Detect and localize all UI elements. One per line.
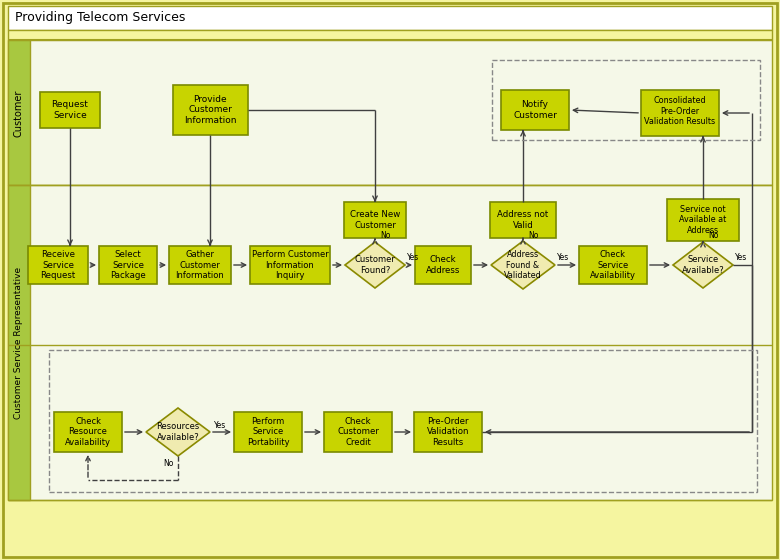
Text: Create New
Customer: Create New Customer	[350, 211, 400, 230]
Bar	[172, 85, 247, 135]
Text: Select
Service
Package: Select Service Package	[110, 250, 146, 280]
Text: Customer: Customer	[14, 89, 24, 137]
Bar	[234, 412, 302, 452]
Bar	[54, 412, 122, 452]
Text: Providing Telecom Services: Providing Telecom Services	[15, 12, 186, 25]
Bar	[414, 412, 482, 452]
Bar	[49, 350, 757, 492]
Text: Perform Customer
Information
Inquiry: Perform Customer Information Inquiry	[252, 250, 328, 280]
Text: Address
Found &
Validated: Address Found & Validated	[504, 250, 542, 280]
Text: Perform
Service
Portability: Perform Service Portability	[246, 417, 289, 447]
Text: Service
Available?: Service Available?	[682, 255, 725, 275]
Bar	[344, 202, 406, 238]
Text: Yes: Yes	[214, 421, 226, 430]
Bar	[8, 185, 30, 500]
Text: No: No	[528, 231, 538, 240]
Bar	[324, 412, 392, 452]
Text: Provide
Customer
Information: Provide Customer Information	[184, 95, 236, 125]
Bar	[169, 246, 231, 284]
Text: Resources
Available?: Resources Available?	[156, 422, 200, 442]
Bar	[415, 246, 471, 284]
Polygon shape	[146, 408, 210, 456]
Bar	[8, 40, 772, 185]
Bar	[501, 90, 569, 130]
Text: Consolidated
Pre-Order
Validation Results: Consolidated Pre-Order Validation Result…	[644, 96, 715, 126]
Polygon shape	[673, 242, 733, 288]
Bar	[8, 185, 772, 500]
Text: Address not
Valid: Address not Valid	[498, 211, 548, 230]
Bar	[8, 40, 30, 185]
Text: Yes: Yes	[735, 254, 747, 263]
Text: Customer Service Representative: Customer Service Representative	[15, 267, 23, 419]
Text: Yes: Yes	[557, 254, 569, 263]
Bar	[8, 30, 772, 40]
Bar	[250, 246, 330, 284]
Bar	[579, 246, 647, 284]
Text: Pre-Order
Validation
Results: Pre-Order Validation Results	[427, 417, 470, 447]
Bar	[492, 60, 760, 140]
Polygon shape	[491, 241, 555, 289]
Text: Check
Address: Check Address	[426, 255, 460, 275]
Text: No: No	[707, 231, 718, 240]
Text: No: No	[380, 231, 390, 240]
Text: No: No	[163, 460, 173, 469]
Text: Notify
Customer: Notify Customer	[513, 100, 557, 120]
Text: Gather
Customer
Information: Gather Customer Information	[176, 250, 225, 280]
Bar	[641, 90, 719, 136]
Text: Customer
Found?: Customer Found?	[355, 255, 395, 275]
Text: Service not
Available at
Address: Service not Available at Address	[679, 205, 727, 235]
Bar	[490, 202, 556, 238]
Bar	[99, 246, 157, 284]
Text: Yes: Yes	[407, 254, 419, 263]
Text: Request
Service: Request Service	[51, 100, 88, 120]
Text: Receive
Service
Request: Receive Service Request	[41, 250, 76, 280]
Bar	[28, 246, 88, 284]
Text: Check
Service
Availability: Check Service Availability	[590, 250, 636, 280]
Polygon shape	[345, 242, 405, 288]
Bar	[667, 199, 739, 241]
Bar	[40, 92, 100, 128]
Text: Check
Customer
Credit: Check Customer Credit	[337, 417, 379, 447]
Text: Check
Resource
Availability: Check Resource Availability	[65, 417, 111, 447]
Bar	[8, 6, 772, 30]
